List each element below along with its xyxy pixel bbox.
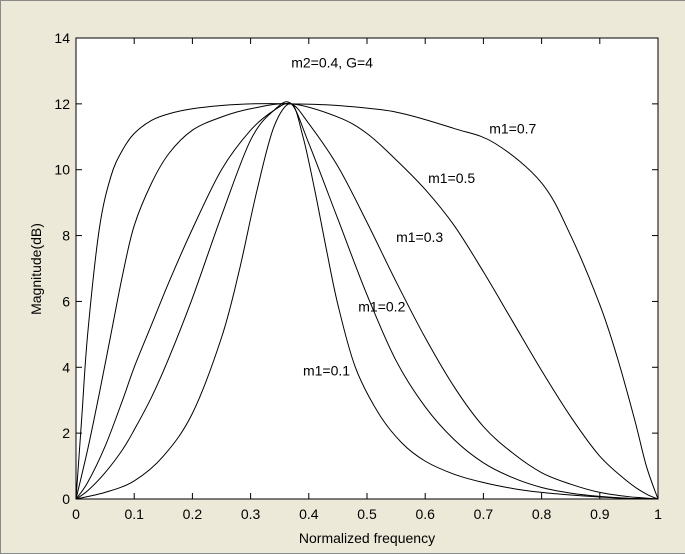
y-axis-title: Magnitude(dB) (28, 223, 44, 315)
x-tick-label: 1 (654, 506, 662, 522)
plot-area (75, 37, 659, 500)
y-tick-label: 2 (62, 425, 70, 441)
x-tick-label: 0.8 (532, 506, 552, 522)
y-tick-label: 12 (54, 96, 70, 112)
x-tick-label: 0.2 (183, 506, 203, 522)
y-tick-label: 0 (62, 491, 70, 507)
series-line-m1-0-2 (75, 101, 659, 500)
y-tick-label: 8 (62, 228, 70, 244)
label-layer: m1=0.7 m1=0.5 m1=0.3 m1=0.2 m1=0.1 (303, 120, 537, 378)
curve-label: m1=0.5 (428, 170, 475, 186)
x-tick-label: 0.4 (299, 506, 319, 522)
x-tick-label: 0.5 (357, 506, 377, 522)
x-tick-label: 0.9 (590, 506, 610, 522)
x-tick-label: 0.3 (241, 506, 261, 522)
x-tick-label: 0 (72, 506, 80, 522)
y-tick-label: 4 (62, 359, 70, 375)
curve-label: m1=0.7 (489, 120, 536, 136)
x-axis-title: Normalized frequency (299, 530, 435, 546)
curve-label: m1=0.2 (358, 298, 405, 314)
x-tick-label: 0.1 (124, 506, 144, 522)
series-line-m1-0-7 (75, 103, 659, 500)
x-tick-label: 0.7 (474, 506, 494, 522)
y-tick-label: 6 (62, 293, 70, 309)
series-line-m1-0-3 (75, 102, 659, 500)
y-tick-label: 14 (54, 30, 70, 46)
x-tick-label: 0.6 (415, 506, 435, 522)
parameter-annotation: m2=0.4, G=4 (291, 55, 373, 71)
y-tick-label: 10 (54, 162, 70, 178)
series-line-m1-0-5 (75, 103, 659, 500)
series-line-m1-0-1 (75, 103, 659, 500)
series-layer (75, 101, 659, 500)
curve-label: m1=0.1 (303, 363, 350, 379)
curve-label: m1=0.3 (396, 229, 443, 245)
